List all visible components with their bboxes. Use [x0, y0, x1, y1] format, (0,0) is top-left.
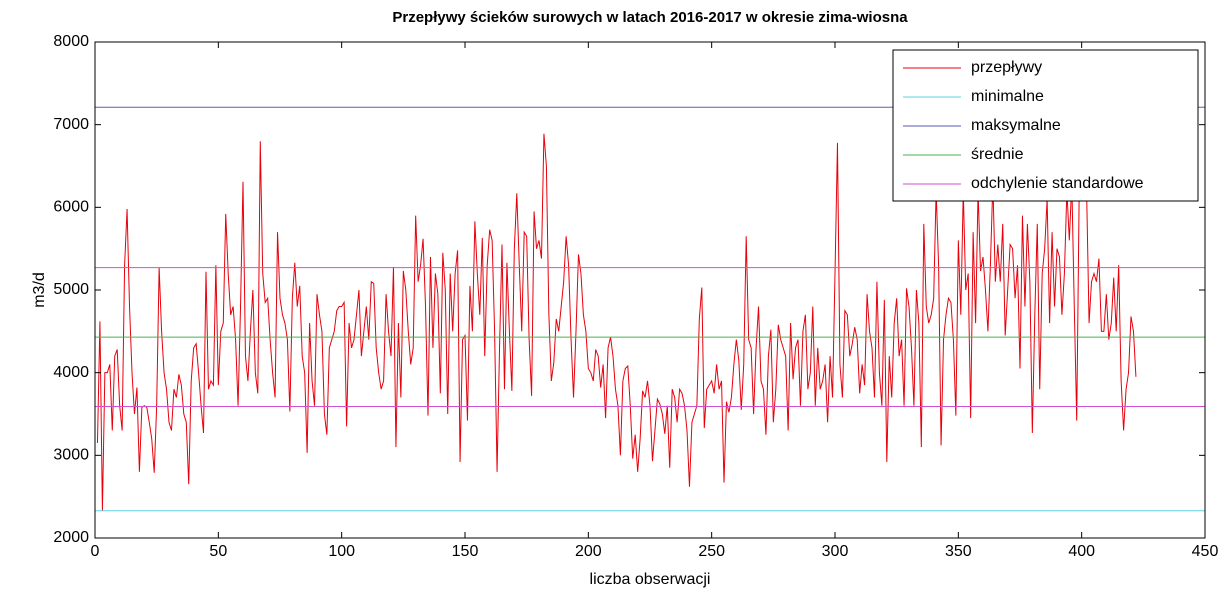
y-tick-label: 4000	[53, 364, 89, 381]
x-tick-label: 50	[209, 543, 227, 560]
x-tick-label: 350	[945, 543, 972, 560]
y-tick-label: 2000	[53, 529, 89, 546]
data-line	[96, 133, 1137, 511]
x-tick-label: 100	[328, 543, 355, 560]
legend-label: odchylenie standardowe	[971, 175, 1144, 192]
legend-label: minimalne	[971, 88, 1044, 105]
legend-label: przepływy	[971, 59, 1042, 76]
chart-title: Przepływy ścieków surowych w latach 2016…	[392, 9, 908, 26]
x-tick-label: 250	[698, 543, 725, 560]
legend-label: maksymalne	[971, 117, 1061, 134]
legend-label: średnie	[971, 146, 1024, 163]
x-tick-label: 150	[452, 543, 479, 560]
x-tick-label: 450	[1192, 543, 1219, 560]
y-axis-label: m3/d	[31, 272, 48, 308]
y-tick-label: 5000	[53, 281, 89, 298]
x-tick-label: 400	[1068, 543, 1095, 560]
y-tick-label: 8000	[53, 33, 89, 50]
x-tick-label: 200	[575, 543, 602, 560]
x-tick-label: 300	[822, 543, 849, 560]
y-tick-label: 7000	[53, 116, 89, 133]
y-tick-label: 3000	[53, 447, 89, 464]
x-tick-label: 0	[91, 543, 100, 560]
y-tick-label: 6000	[53, 199, 89, 216]
x-axis-label: liczba obserwacji	[590, 571, 711, 588]
legend: przepływy minimalne maksymalne średnie odchy…	[892, 49, 1199, 202]
